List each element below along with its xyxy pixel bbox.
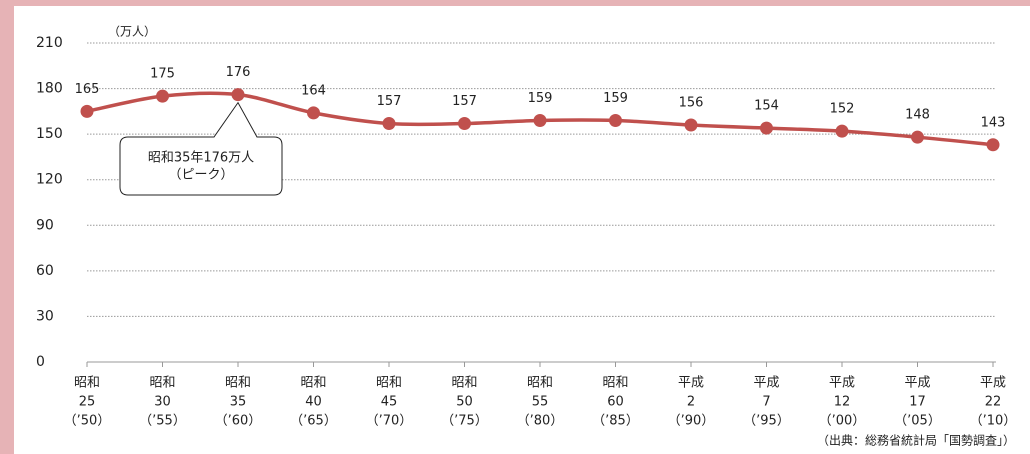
marker	[760, 121, 773, 135]
y-tick-label: 180	[36, 81, 63, 97]
x-tick-label: （’85）	[592, 414, 639, 429]
x-tick-label: 平成	[980, 376, 1006, 391]
value-label: 157	[377, 94, 402, 109]
x-tick-label: 平成	[829, 376, 855, 391]
value-label: 148	[905, 108, 930, 123]
x-tick-label: （’60）	[215, 414, 262, 429]
value-label: 157	[452, 94, 477, 109]
x-tick-label: 昭和	[602, 376, 628, 391]
x-tick-label: （’95）	[743, 414, 790, 429]
callout	[119, 101, 283, 196]
x-tick-label: 30	[154, 395, 171, 410]
value-label: 156	[679, 96, 704, 111]
value-label: 159	[603, 91, 628, 106]
source: （出典：総務省統計局「国勢調査」）	[817, 433, 1015, 448]
marker	[307, 106, 320, 120]
x-tick-label: （’10）	[970, 414, 1017, 429]
x-tick-label: 平成	[753, 376, 779, 391]
marker	[684, 118, 698, 132]
x-tick-label: 12	[834, 395, 851, 410]
x-tick-label: （’50）	[64, 414, 111, 429]
marker	[835, 124, 849, 138]
value-label: 159	[528, 91, 553, 106]
marker	[533, 113, 547, 127]
y-tick-label: 0	[36, 354, 45, 370]
value-label: 154	[754, 99, 779, 114]
x-tick-label: 60	[607, 395, 624, 410]
y-tick-label: 120	[36, 172, 63, 188]
marker	[986, 138, 1000, 152]
value-label: 164	[301, 83, 326, 98]
x-tick-label: 45	[381, 395, 398, 410]
y-tick-label: 30	[36, 308, 54, 324]
x-tick-label: 昭和	[149, 376, 175, 391]
x-tick-label: 22	[985, 395, 1002, 410]
y-tick-label: 60	[36, 263, 54, 279]
x-tick-label: 昭和	[74, 376, 100, 391]
x-tick-label: （’90）	[668, 414, 715, 429]
x-tick-label: （’75）	[441, 414, 488, 429]
marker	[80, 104, 94, 118]
value-label: 175	[150, 67, 175, 82]
value-label: 152	[830, 102, 855, 117]
x-tick-label: 昭和	[300, 376, 326, 391]
x-tick-label: （’00）	[819, 414, 866, 429]
unit-label: （万人）	[108, 25, 156, 39]
value-label: 176	[226, 65, 251, 80]
x-tick-label: 昭和	[376, 376, 402, 391]
x-tick-label: 35	[230, 395, 247, 410]
value-label: 165	[75, 82, 100, 97]
x-tick-label: 昭和	[225, 376, 251, 391]
x-tick-label: 40	[305, 395, 322, 410]
value-label: 143	[981, 115, 1006, 130]
x-tick-label: 55	[532, 395, 549, 410]
x-tick-label: 昭和	[451, 376, 477, 391]
marker	[156, 89, 169, 103]
marker	[609, 113, 622, 127]
x-tick-label: 25	[79, 395, 96, 410]
x-tick-label: 50	[456, 395, 473, 410]
x-tick-label: 昭和	[527, 376, 553, 391]
panel	[14, 6, 1030, 454]
y-tick-label: 150	[36, 126, 63, 142]
marker	[911, 130, 924, 144]
x-tick-label: （’65）	[290, 414, 337, 429]
x-tick-label: 平成	[904, 376, 930, 391]
x-tick-label: （’80）	[517, 414, 564, 429]
annotation: （ピーク）	[168, 168, 233, 183]
x-tick-label: （’70）	[366, 414, 413, 429]
x-tick-label: 7	[762, 395, 770, 410]
x-tick-label: （’05）	[894, 414, 941, 429]
x-tick-label: 17	[909, 395, 926, 410]
marker	[231, 88, 245, 102]
y-tick-label: 210	[36, 35, 63, 51]
marker	[458, 117, 471, 131]
y-tick-label: 90	[36, 217, 54, 233]
x-tick-label: 平成	[678, 376, 704, 391]
annotation: 昭和35年176万人	[148, 151, 254, 166]
x-tick-label: 2	[687, 395, 695, 410]
x-tick-label: （’55）	[139, 414, 186, 429]
marker	[382, 117, 396, 131]
